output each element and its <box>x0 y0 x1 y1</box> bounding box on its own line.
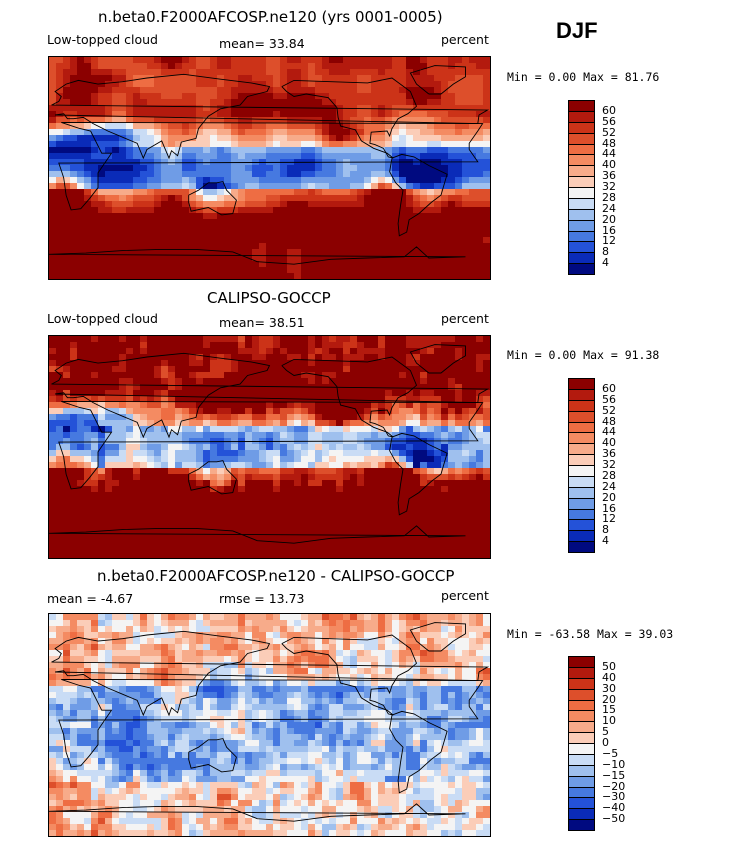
colorbar-label: 40 <box>602 158 616 172</box>
colorbar-label: 20 <box>602 692 616 706</box>
coastline <box>51 630 490 717</box>
colorbar-label: −20 <box>602 779 626 793</box>
coastline <box>188 738 237 773</box>
panel-2-mean-label: mean= 38.51 <box>219 315 305 330</box>
map-field <box>49 336 490 558</box>
colorbar-label: 48 <box>602 136 616 150</box>
panel-1-colorbar: 60 56 52 48 44 40 36 32 28 24 20 16 12 8 4 <box>568 100 628 275</box>
colorbar-box <box>568 541 595 553</box>
panel-2-colorbar: 60 56 52 48 44 40 36 32 28 24 20 16 12 8 4 <box>568 378 628 553</box>
colorbar-label: 24 <box>602 479 616 493</box>
colorbar-label: 56 <box>602 392 616 406</box>
colorbar-label: 40 <box>602 436 616 450</box>
coastline <box>389 432 448 516</box>
panel-1-mean-label: mean= 33.84 <box>219 36 305 51</box>
colorbar-box <box>568 819 595 831</box>
colorbar-label: 12 <box>602 512 616 526</box>
colorbar-label: 48 <box>602 414 616 428</box>
colorbar-label: 52 <box>602 403 616 417</box>
panel-1-units-label: percent <box>441 32 489 47</box>
coastline <box>389 710 448 794</box>
colorbar-label: 60 <box>602 103 616 117</box>
colorbar-label: 52 <box>602 125 616 139</box>
colorbar-label: 4 <box>602 256 609 270</box>
colorbar-label: 16 <box>602 501 616 515</box>
colorbar-label: 30 <box>602 681 616 695</box>
colorbar-label: −10 <box>602 757 626 771</box>
coastline <box>409 344 466 374</box>
colorbar-label: 15 <box>602 703 616 717</box>
panel-3-title: n.beta0.F2000AFCOSP.ne120 - CALIPSO-GOCC… <box>97 567 455 585</box>
panel-1-title: n.beta0.F2000AFCOSP.ne120 (yrs 0001-0005… <box>98 8 443 26</box>
colorbar-label: 5 <box>602 725 609 739</box>
coastline <box>409 65 466 95</box>
coastline <box>188 181 237 216</box>
map-field <box>49 614 490 836</box>
colorbar-label: 36 <box>602 169 616 183</box>
colorbar-label: −15 <box>602 768 626 782</box>
panel-3-map <box>48 613 491 837</box>
colorbar-label: 28 <box>602 468 616 482</box>
colorbar-label: 28 <box>602 190 616 204</box>
panel-2-units-label: percent <box>441 311 489 326</box>
panel-3-mean-label: mean = -4.67 <box>47 591 134 606</box>
panel-1-variable-label: Low-topped cloud <box>47 32 158 47</box>
colorbar-label: 4 <box>602 534 609 548</box>
colorbar-label: 32 <box>602 458 616 471</box>
coastline <box>49 246 466 265</box>
colorbar-label: 60 <box>602 381 616 395</box>
coastline <box>281 356 418 438</box>
coastline <box>51 352 490 439</box>
coastline <box>51 73 490 160</box>
map-field <box>49 57 490 279</box>
coastline <box>58 121 484 211</box>
panel-2-variable-label: Low-topped cloud <box>47 311 158 326</box>
colorbar-label: −30 <box>602 790 626 804</box>
coastline <box>49 525 466 544</box>
colorbar-label: 0 <box>602 736 609 749</box>
colorbar-label: 10 <box>602 714 616 728</box>
panel-1-minmax: Min = 0.00 Max = 81.76 <box>507 70 660 84</box>
coastline <box>281 77 418 159</box>
colorbar-label: 32 <box>602 180 616 193</box>
panel-2-map <box>48 335 491 559</box>
panel-3-colorbar: 50 40 30 20 15 10 5 0 −5 −10 −15 −20 −30 −40 −50 <box>568 656 628 831</box>
panel-2-title: CALIPSO-GOCCP <box>207 289 331 307</box>
colorbar-box <box>568 263 595 275</box>
coastline <box>58 400 484 490</box>
colorbar-label: 36 <box>602 447 616 461</box>
colorbar-label: 56 <box>602 114 616 128</box>
colorbar-label: −50 <box>602 812 626 826</box>
panel-3-units-label: percent <box>441 588 489 603</box>
panel-2-minmax: Min = 0.00 Max = 91.38 <box>507 348 660 362</box>
colorbar-label: 40 <box>602 670 616 684</box>
colorbar-label: −5 <box>602 746 619 760</box>
colorbar-label: 8 <box>602 523 609 537</box>
panel-1-map <box>48 56 491 280</box>
coastline <box>188 460 237 495</box>
colorbar-label: 12 <box>602 234 616 248</box>
colorbar-label: 44 <box>602 425 616 439</box>
colorbar-label: −40 <box>602 801 626 815</box>
season-label: DJF <box>556 18 598 43</box>
panel-3-rmse-label: rmse = 13.73 <box>219 591 305 606</box>
colorbar-label: 50 <box>602 659 616 673</box>
coastline <box>281 634 418 716</box>
panel-3-minmax: Min = -63.58 Max = 39.03 <box>507 627 674 641</box>
colorbar-label: 8 <box>602 245 609 259</box>
colorbar-label: 20 <box>602 212 616 226</box>
coastline <box>49 803 466 822</box>
colorbar-label: 16 <box>602 223 616 237</box>
colorbar-label: 44 <box>602 147 616 161</box>
coastline <box>409 622 466 652</box>
coastline <box>389 153 448 237</box>
colorbar-label: 20 <box>602 490 616 504</box>
coastline <box>58 678 484 768</box>
colorbar-label: 24 <box>602 201 616 215</box>
